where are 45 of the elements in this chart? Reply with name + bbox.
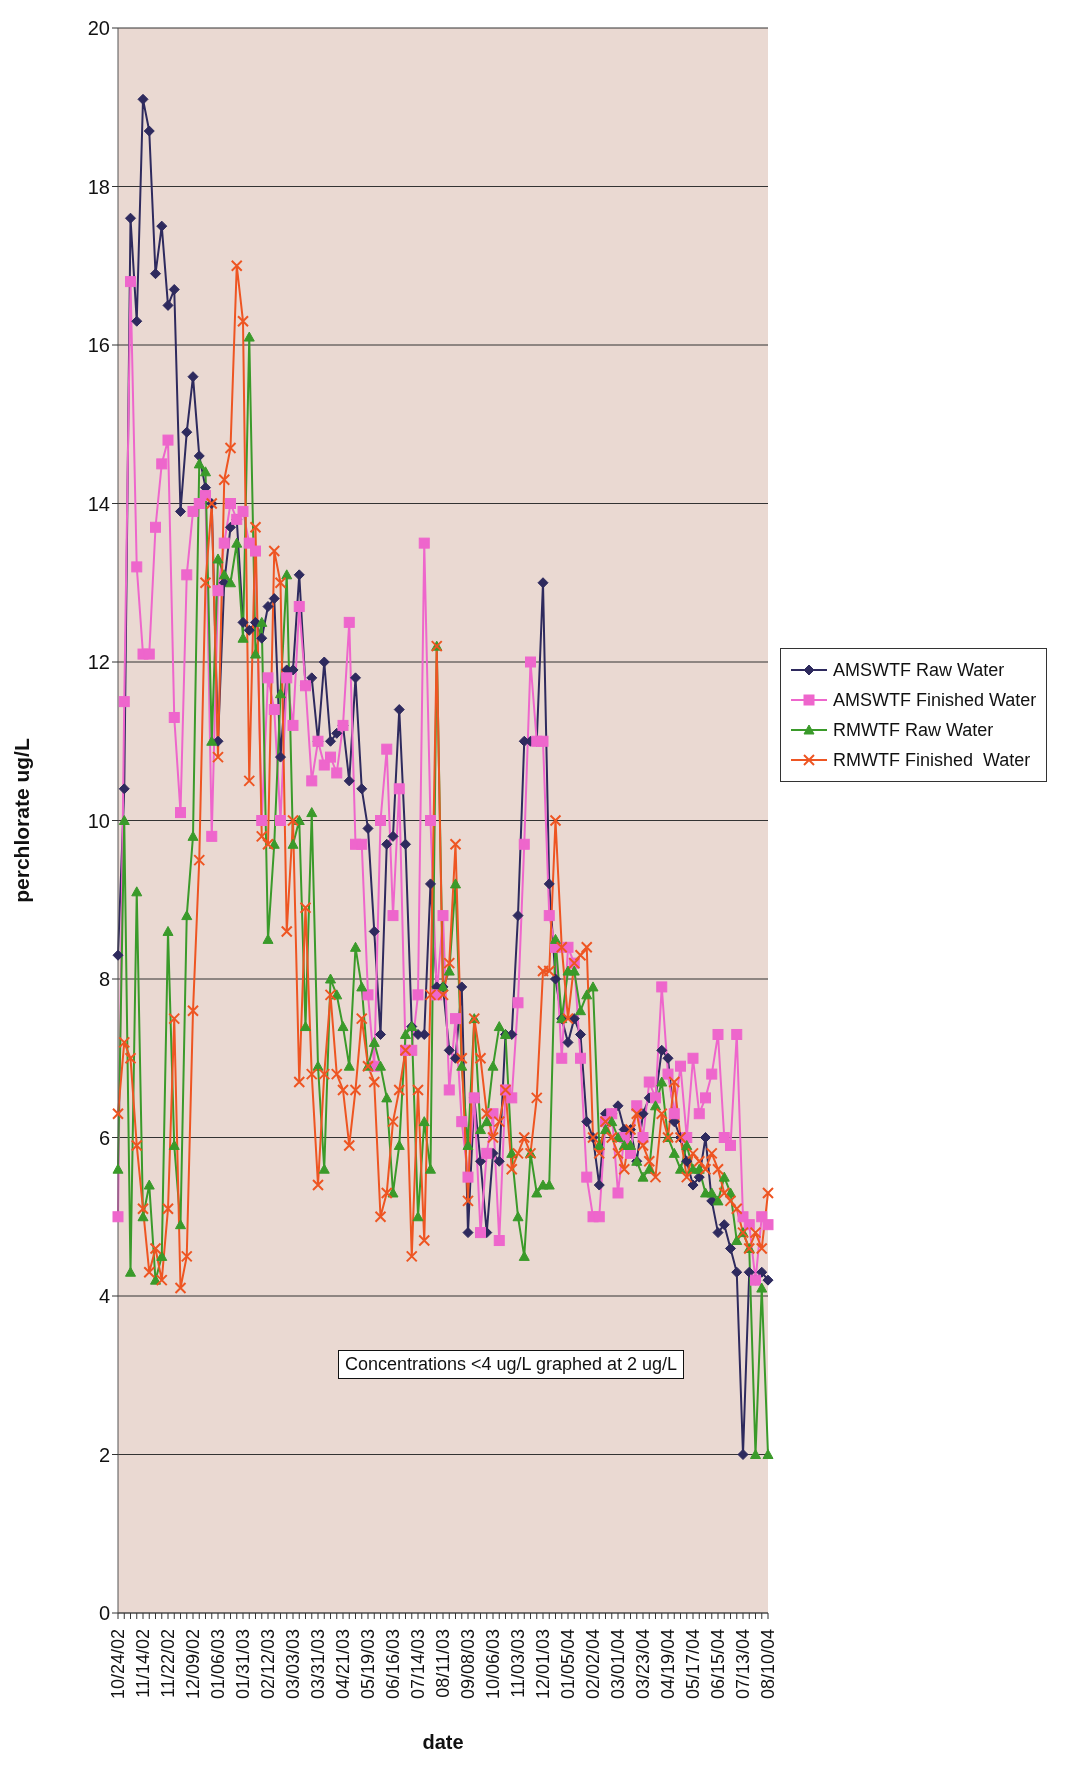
- y-tick-label: 20: [87, 17, 110, 40]
- x-tick-label: 01/31/03: [233, 1629, 253, 1700]
- x-tick-label: 04/19/04: [658, 1629, 678, 1700]
- legend-label: RMWTF Raw Water: [833, 719, 994, 741]
- x-tick-label: 12/01/03: [533, 1629, 553, 1700]
- x-tick-label: 03/23/04: [633, 1629, 653, 1700]
- y-axis-title: perchlorate ug/L: [10, 738, 34, 903]
- x-tick-label: 01/06/03: [208, 1629, 228, 1700]
- legend-label: RMWTF Finished Water: [833, 749, 1031, 771]
- x-tick-label: 01/05/04: [558, 1629, 578, 1700]
- y-tick-label: 6: [98, 1126, 110, 1149]
- annotation: Concentrations <4 ug/L graphed at 2 ug/L: [338, 1350, 685, 1379]
- x-axis-title: date: [422, 1731, 464, 1753]
- x-tick-label: 11/03/03: [508, 1629, 528, 1698]
- legend-label: AMSWTF Raw Water: [833, 659, 1005, 681]
- x-tick-label: 07/13/04: [733, 1629, 753, 1700]
- y-tick-label: 14: [87, 492, 110, 515]
- x-tick-label: 03/01/04: [608, 1629, 628, 1700]
- y-tick-label: 12: [87, 651, 110, 674]
- x-tick-label: 12/09/02: [183, 1629, 203, 1700]
- x-tick-label: 03/03/03: [283, 1629, 303, 1700]
- x-tick-label: 04/21/03: [333, 1629, 353, 1700]
- x-tick-label: 10/06/03: [483, 1629, 503, 1700]
- x-tick-label: 03/31/03: [308, 1629, 328, 1700]
- y-tick-label: 8: [98, 968, 110, 991]
- y-tick-label: 16: [87, 334, 110, 357]
- x-tick-label: 05/17/04: [683, 1629, 703, 1700]
- x-tick-label: 02/12/03: [258, 1629, 278, 1700]
- x-tick-label: 06/16/03: [383, 1629, 403, 1700]
- y-tick-label: 0: [98, 1602, 110, 1625]
- x-tick-label: 11/22/02: [158, 1629, 178, 1698]
- x-tick-label: 02/02/04: [583, 1629, 603, 1700]
- x-tick-label: 05/19/03: [358, 1629, 378, 1700]
- x-tick-label: 10/24/02: [108, 1629, 128, 1700]
- y-tick-label: 4: [98, 1285, 110, 1308]
- x-tick-label: 08/11/03: [433, 1629, 453, 1698]
- y-tick-label: 10: [87, 809, 110, 832]
- legend-label: AMSWTF Finished Water: [833, 689, 1037, 711]
- x-tick-label: 07/14/03: [408, 1629, 428, 1700]
- y-tick-label: 2: [98, 1443, 110, 1466]
- y-tick-label: 18: [87, 175, 110, 198]
- x-tick-label: 11/14/02: [133, 1629, 153, 1698]
- x-tick-label: 06/15/04: [708, 1629, 728, 1700]
- x-tick-label: 08/10/04: [758, 1629, 778, 1700]
- x-tick-label: 09/08/03: [458, 1629, 478, 1700]
